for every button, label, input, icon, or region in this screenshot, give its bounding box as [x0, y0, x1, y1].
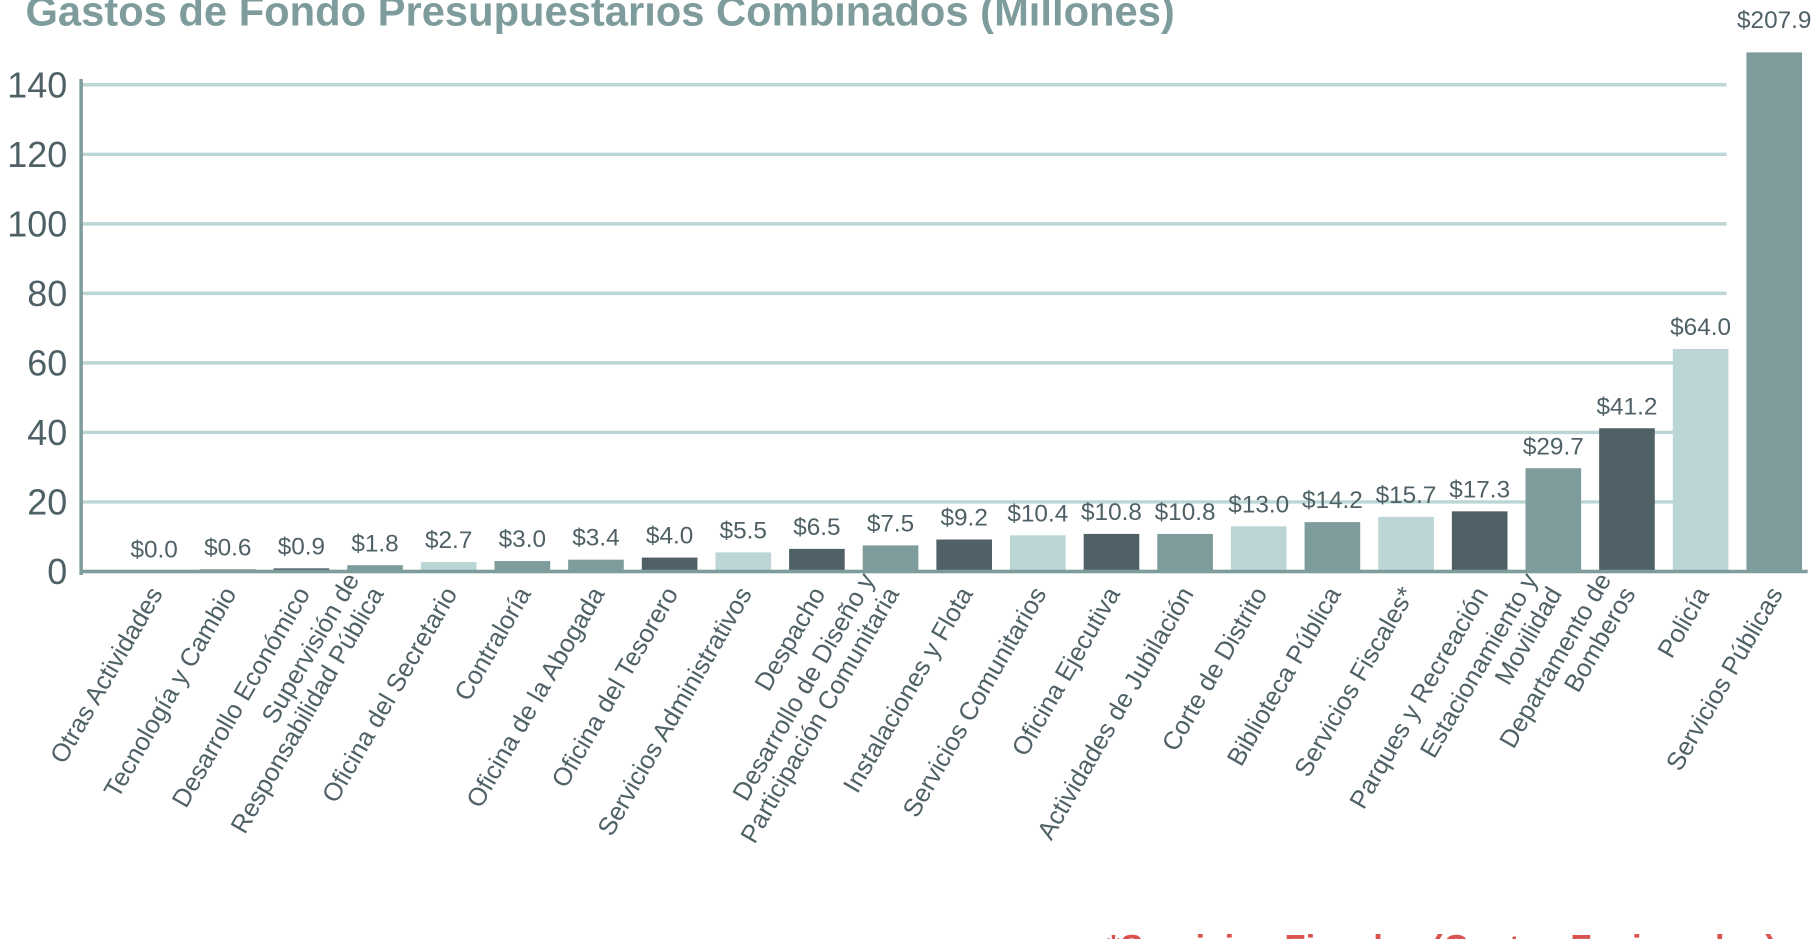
value-label: $17.3: [1449, 476, 1510, 503]
value-label: $3.0: [499, 526, 546, 553]
y-tick-label: 0: [47, 551, 67, 592]
footnote: *Servicios Fiscales (Gastos Fusionados): [1107, 930, 1777, 939]
value-label: $1.8: [351, 530, 398, 557]
y-tick-label: 100: [7, 204, 67, 245]
value-label: $4.0: [646, 523, 693, 550]
bar: [1451, 511, 1508, 572]
bar: [1157, 533, 1213, 572]
x-tick-label: Policía: [1653, 582, 1716, 663]
value-label: $64.0: [1670, 314, 1731, 341]
bar: [1378, 516, 1434, 572]
value-label: $3.4: [572, 525, 619, 552]
bar: [1525, 468, 1582, 572]
bars: [199, 52, 1803, 572]
value-label: $41.2: [1597, 393, 1658, 420]
value-label: $10.4: [1007, 500, 1068, 527]
bar: [789, 548, 845, 572]
bar: [494, 561, 551, 572]
bar: [936, 539, 992, 572]
value-label: $7.5: [867, 510, 914, 537]
value-label: $207.9: [1737, 7, 1811, 34]
bar: [641, 557, 698, 572]
chart-title: Gastos de Fondo Presupuestarios Combinad…: [25, 0, 1174, 35]
bar: [1010, 535, 1066, 572]
value-label: $0.9: [278, 533, 325, 560]
bar: [1599, 428, 1655, 572]
x-tick-label: Tecnología y Cambio: [99, 582, 242, 802]
value-label: $9.2: [941, 505, 988, 532]
y-tick-label: 140: [7, 65, 67, 106]
bar: [715, 552, 772, 572]
value-label: $10.8: [1155, 499, 1216, 526]
value-label: $29.7: [1523, 433, 1584, 460]
value-label: $10.8: [1081, 499, 1142, 526]
bar: [1083, 533, 1140, 572]
y-tick-label: 60: [27, 343, 67, 384]
bar: [1672, 348, 1729, 572]
bar: [1230, 526, 1287, 572]
bar: [862, 545, 919, 572]
value-label: $5.5: [720, 517, 767, 544]
bar: [420, 562, 477, 572]
y-tick-label: 80: [27, 273, 67, 314]
value-label: $14.2: [1302, 487, 1363, 514]
value-label: $6.5: [793, 514, 840, 541]
x-tick-label: Oficina de la Abogada: [462, 582, 611, 813]
value-label: $2.7: [425, 527, 472, 554]
bar: [568, 559, 624, 572]
x-tick-label: Contraloría: [450, 582, 538, 706]
bar: [1304, 522, 1361, 572]
y-tick-label: 20: [27, 482, 67, 523]
x-tick-label: Servicios Comunitarios: [898, 582, 1053, 822]
value-label: $0.6: [204, 534, 251, 561]
bar: [1746, 52, 1803, 572]
y-tick-label: 120: [7, 134, 67, 175]
bar: [347, 565, 403, 572]
value-label: $15.7: [1376, 482, 1437, 509]
value-label: $0.0: [130, 537, 177, 564]
y-tick-label: 40: [27, 412, 67, 453]
value-label: $13.0: [1228, 491, 1289, 518]
